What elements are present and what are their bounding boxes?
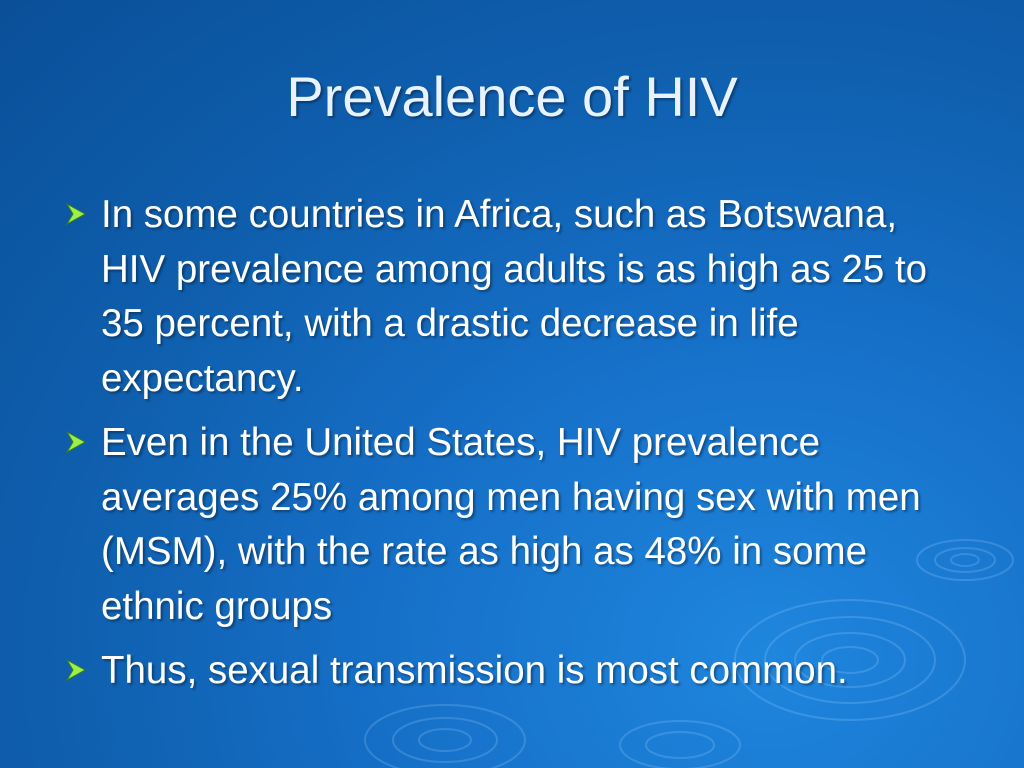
slide-title: Prevalence of HIV: [286, 65, 738, 128]
arrowhead-icon: [65, 202, 87, 226]
bullet-list: In some countries in Africa, such as Bot…: [60, 188, 960, 709]
bullet-item: Even in the United States, HIV prevalenc…: [60, 416, 960, 634]
bullet-text: Even in the United States, HIV prevalenc…: [101, 421, 921, 628]
arrowhead-icon: [65, 430, 87, 454]
bullet-item: Thus, sexual transmission is most common…: [60, 644, 960, 699]
bullet-text: In some countries in Africa, such as Bot…: [101, 193, 928, 400]
bullet-item: In some countries in Africa, such as Bot…: [60, 188, 960, 406]
arrowhead-icon: [65, 658, 87, 682]
bullet-text: Thus, sexual transmission is most common…: [101, 649, 848, 692]
